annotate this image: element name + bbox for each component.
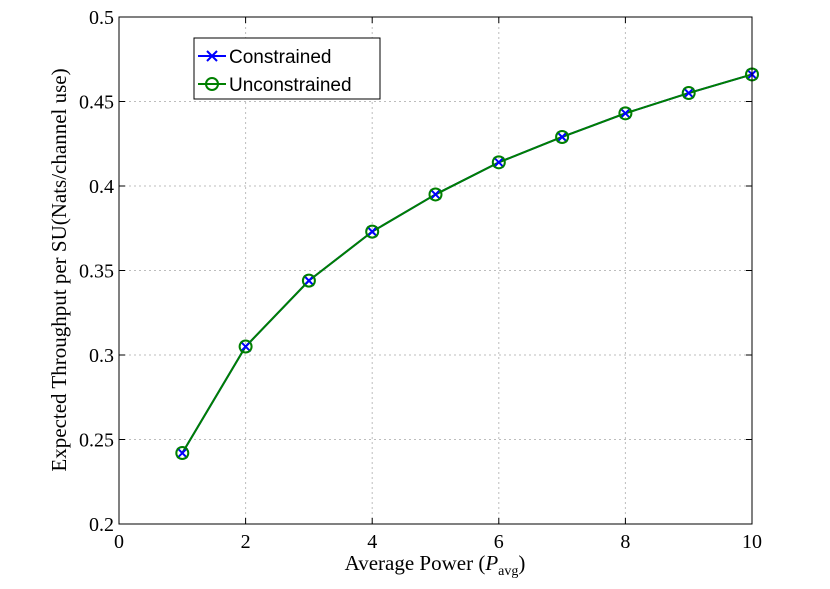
point-constrained <box>682 87 695 99</box>
point-constrained <box>619 107 632 120</box>
legend-marker-o <box>205 77 219 91</box>
point-unconstrained <box>365 224 380 239</box>
point-unconstrained <box>681 86 696 101</box>
point-unconstrained <box>428 187 443 202</box>
legend: Constrained Unconstrained <box>193 37 381 100</box>
y-tick-label: 0.45 <box>79 92 114 114</box>
point-unconstrained <box>301 273 316 288</box>
y-tick-label: 0.5 <box>89 7 114 29</box>
point-unconstrained <box>175 446 190 461</box>
y-tick-label: 0.25 <box>79 430 114 452</box>
y-tick-label: 0.35 <box>79 261 114 283</box>
legend-marker-x <box>206 50 218 62</box>
point-unconstrained <box>491 155 506 170</box>
series-line-unconstrained <box>181 73 753 454</box>
y-tick-label: 0.2 <box>89 514 114 536</box>
legend-box <box>193 37 381 100</box>
legend-label-unconstrained: Unconstrained <box>229 75 352 96</box>
point-constrained <box>556 131 568 143</box>
x-tick-label: 2 <box>241 531 251 553</box>
x-tick-label: 4 <box>367 531 377 553</box>
point-constrained <box>366 225 378 238</box>
x-axis-label: Average Power (Pavg) <box>345 551 526 579</box>
point-unconstrained <box>618 106 633 121</box>
point-constrained <box>176 447 189 459</box>
point-unconstrained <box>555 129 570 144</box>
y-axis-label: Expected Throughput per SU(Nats/channel … <box>47 68 71 471</box>
y-tick-label: 0.4 <box>89 176 114 198</box>
x-tick-label: 10 <box>742 531 762 553</box>
axis-ticks: 0 2 4 6 8 10 0.2 0.25 0.3 0.35 0.4 0.45 0.5 <box>79 7 762 553</box>
point-constrained <box>303 274 315 287</box>
x-tick-label: 8 <box>620 531 630 553</box>
y-tick-label: 0.3 <box>89 345 114 367</box>
point-constrained <box>429 188 442 201</box>
point-unconstrained <box>238 339 253 354</box>
x-tick-label: 0 <box>114 531 124 553</box>
legend-label-constrained: Constrained <box>229 47 331 68</box>
series-group <box>175 67 759 461</box>
x-tick-label: 6 <box>494 531 504 553</box>
point-constrained <box>493 156 505 169</box>
point-constrained <box>239 340 252 353</box>
grid <box>119 17 752 524</box>
